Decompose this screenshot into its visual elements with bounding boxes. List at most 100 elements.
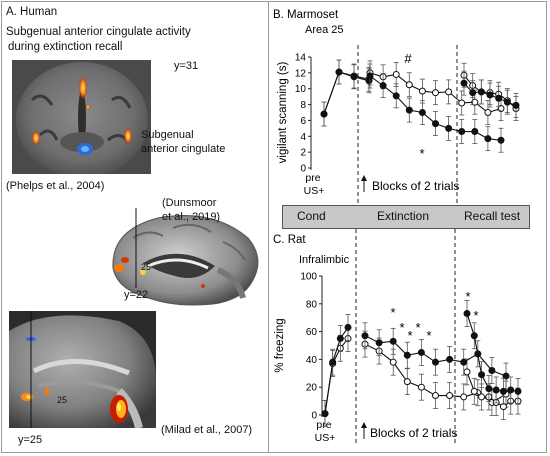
- region-label-line2: anterior cingulate: [141, 143, 226, 155]
- citation-dunsmoor-line1: (Dunsmoor: [162, 197, 217, 209]
- y-tick-label: 14: [295, 53, 307, 64]
- data-point: [484, 109, 492, 116]
- panel-a-subtitle-line2: during extinction recall: [8, 41, 123, 53]
- panel-title: B. Marmoset: [273, 9, 339, 21]
- series-line: [324, 327, 349, 414]
- y-tick-label: 60: [306, 327, 318, 338]
- sagittal-slice-label-1: y=22: [124, 289, 149, 301]
- series-line: [323, 71, 370, 115]
- y-tick-label: 80: [306, 299, 318, 310]
- x-axis-label: Blocks of 2 trials: [370, 426, 457, 440]
- region-label-line1: Subgenual: [141, 129, 194, 141]
- data-point: [392, 92, 400, 100]
- data-point: [344, 323, 352, 331]
- data-point: [485, 385, 493, 393]
- arrow-head: [361, 175, 367, 181]
- data-point: [418, 87, 426, 95]
- data-point: [389, 358, 397, 366]
- panel-divider: [268, 1, 269, 453]
- data-point: [366, 72, 374, 80]
- area25-label-2: 25: [57, 395, 68, 405]
- significance-mark: #: [404, 51, 412, 66]
- x-label-us: US+: [315, 432, 336, 444]
- coronal-slice-label: y=31: [174, 60, 199, 72]
- data-point: [432, 392, 439, 400]
- data-point: [460, 358, 468, 366]
- data-point: [336, 335, 344, 343]
- phase-band: [282, 205, 530, 229]
- significance-mark: *: [407, 328, 412, 343]
- region-label: Area 25: [305, 24, 344, 36]
- data-point: [320, 110, 328, 118]
- region-label: Infralimbic: [299, 254, 350, 266]
- x-label-us: US+: [304, 185, 325, 197]
- data-point: [432, 358, 439, 366]
- panel-a-title: A. Human: [6, 6, 58, 18]
- chart-rat: C. Rat Infralimbic 0 20 40 60 80 100 % freezing p…: [273, 229, 522, 444]
- data-point: [470, 332, 478, 340]
- data-point: [405, 81, 413, 89]
- data-point: [379, 82, 387, 90]
- significance-mark: *: [399, 320, 404, 335]
- y-axis-label: % freezing: [274, 318, 286, 372]
- data-point: [432, 89, 439, 97]
- x-label-pre: pre: [305, 172, 320, 184]
- data-point: [458, 99, 466, 107]
- data-point: [446, 355, 454, 363]
- data-point: [361, 332, 369, 340]
- phase-recall: Recall test: [464, 209, 521, 223]
- data-point: [478, 371, 486, 379]
- sagittal-slice-label-2: y=25: [18, 434, 43, 446]
- data-point: [350, 73, 358, 81]
- sagittal-brain-image-2: [9, 311, 156, 428]
- data-point: [445, 88, 453, 96]
- y-tick-label: 2: [300, 148, 306, 159]
- data-point: [392, 70, 400, 78]
- data-point: [418, 109, 426, 116]
- data-point: [405, 106, 413, 114]
- data-point: [329, 358, 337, 366]
- panel-a-subtitle-line1: Subgenual anterior cingulate activity: [6, 26, 191, 38]
- significance-mark: *: [465, 289, 470, 304]
- data-point: [446, 392, 454, 400]
- data-point: [417, 383, 425, 391]
- data-point: [512, 101, 520, 109]
- area25-label-1: 25: [141, 262, 152, 272]
- y-tick-label: 10: [295, 84, 307, 95]
- series-line: [323, 71, 370, 115]
- phase-extinction: Extinction: [377, 209, 430, 223]
- data-point: [471, 128, 479, 136]
- arrow-head: [361, 422, 367, 428]
- data-point: [497, 136, 505, 144]
- significance-mark: *: [426, 328, 431, 343]
- data-point: [445, 124, 453, 132]
- data-point: [514, 387, 522, 395]
- data-point: [460, 79, 468, 87]
- data-point: [469, 89, 477, 97]
- data-point: [484, 135, 492, 143]
- citation-milad: (Milad et al., 2007): [161, 424, 253, 436]
- data-point: [460, 393, 468, 401]
- coronal-brain-image: [12, 60, 151, 174]
- data-point: [478, 393, 486, 401]
- y-tick-label: 12: [295, 68, 307, 79]
- sagittal-brain-image-1: [103, 208, 267, 312]
- data-point: [375, 339, 383, 347]
- data-point: [502, 372, 510, 380]
- data-point: [492, 386, 500, 394]
- data-point: [503, 98, 511, 106]
- y-tick-label: 20: [306, 383, 318, 394]
- y-tick-label: 8: [300, 100, 306, 111]
- phase-cond: Cond: [297, 209, 326, 223]
- data-point: [335, 68, 343, 76]
- data-point: [463, 368, 471, 376]
- data-point: [486, 91, 494, 99]
- y-tick-label: 0: [300, 164, 306, 175]
- data-point: [499, 387, 507, 395]
- data-point: [403, 351, 411, 359]
- data-point: [463, 310, 471, 318]
- significance-mark: *: [473, 308, 478, 323]
- data-point: [477, 88, 485, 96]
- data-point: [471, 98, 479, 106]
